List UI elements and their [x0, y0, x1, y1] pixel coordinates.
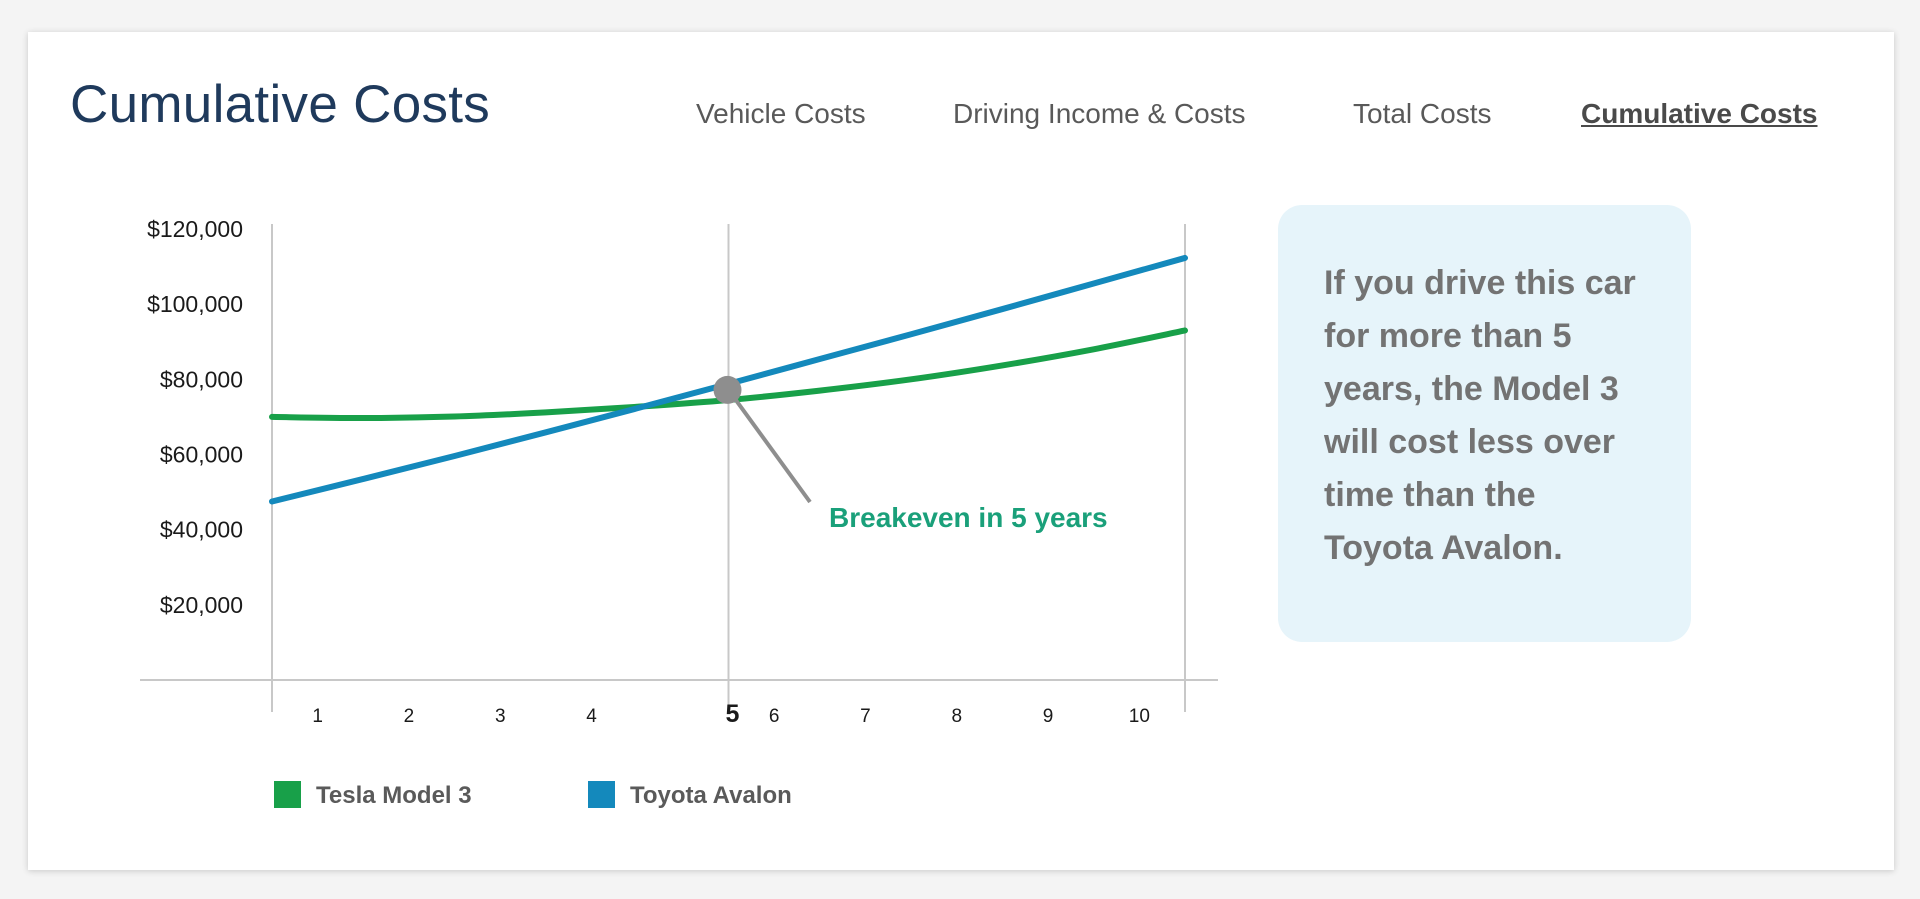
- tab-vehicle-costs[interactable]: Vehicle Costs: [696, 98, 866, 129]
- breakeven-marker: [713, 375, 742, 404]
- breakeven-info-text: If you drive this car for more than 5 ye…: [1324, 264, 1636, 567]
- x-tick-label: 10: [1129, 706, 1150, 727]
- legend-swatch: [274, 781, 301, 808]
- y-tick-label: $40,000: [160, 517, 243, 543]
- tab-nav: Vehicle Costs Driving Income & Costs Tot…: [28, 98, 1894, 138]
- breakeven-leader-line: [726, 388, 812, 504]
- x-tick-label: 9: [1043, 706, 1054, 727]
- legend-label: Tesla Model 3: [316, 782, 472, 809]
- x-tick-label: 3: [495, 706, 506, 727]
- cumulative-costs-card: Cumulative Costs Vehicle Costs Driving I…: [28, 32, 1894, 870]
- x-tick-label: 5: [726, 700, 740, 728]
- x-tick-label: 6: [769, 706, 780, 727]
- breakeven-info-box: If you drive this car for more than 5 ye…: [1278, 205, 1691, 642]
- legend-swatch: [588, 781, 615, 808]
- x-tick-label: 4: [586, 706, 597, 727]
- y-tick-label: $60,000: [160, 442, 243, 468]
- page-title: Cumulative Costs: [70, 75, 491, 134]
- y-tick-label: $120,000: [147, 216, 243, 242]
- legend-label: Toyota Avalon: [630, 782, 792, 809]
- x-tick-label: 8: [951, 706, 962, 727]
- tab-cumulative-costs[interactable]: Cumulative Costs: [1581, 98, 1818, 129]
- y-tick-label: $100,000: [147, 291, 243, 317]
- x-tick-label: 1: [312, 706, 323, 727]
- y-tick-label: $20,000: [160, 592, 243, 618]
- breakeven-annotation: Breakeven in 5 years: [829, 502, 1108, 533]
- y-tick-label: $80,000: [160, 366, 243, 392]
- tab-total-costs[interactable]: Total Costs: [1353, 98, 1492, 129]
- cumulative-costs-chart: $120,000 $100,000 $80,000 $60,000 $40,000 $20…: [140, 216, 1218, 809]
- x-tick-label: 7: [860, 706, 871, 727]
- tab-driving-income-costs[interactable]: Driving Income & Costs: [953, 98, 1246, 129]
- x-tick-label: 2: [404, 706, 415, 727]
